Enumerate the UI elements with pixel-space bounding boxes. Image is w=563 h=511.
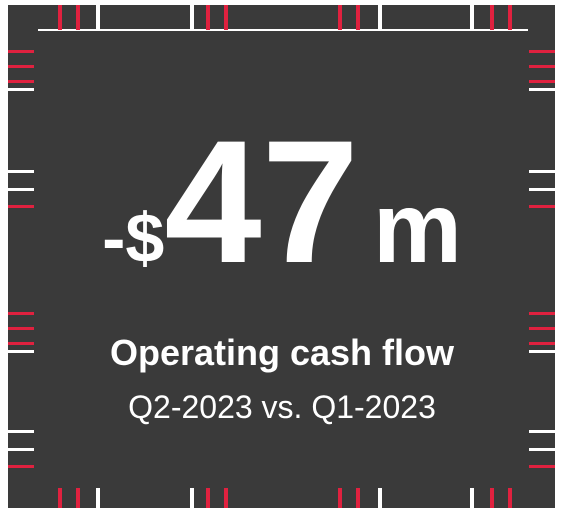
kpi-period: Q2-2023 vs. Q1-2023	[128, 389, 436, 425]
edge-tick	[8, 312, 34, 315]
edge-tick	[8, 430, 34, 433]
card-background	[8, 5, 555, 508]
edge-tick	[8, 342, 34, 345]
edge-tick	[8, 65, 34, 68]
edge-tick	[8, 50, 34, 53]
kpi-value: 47	[164, 105, 359, 300]
edge-tick	[529, 50, 555, 53]
edge-tick	[338, 5, 342, 30]
edge-tick	[529, 430, 555, 433]
kpi-unit: m	[373, 172, 462, 284]
edge-tick	[529, 65, 555, 68]
edge-tick	[190, 488, 194, 508]
edge-tick	[8, 188, 34, 191]
edge-tick	[96, 5, 100, 30]
edge-tick	[490, 5, 494, 30]
edge-tick	[76, 5, 80, 30]
edge-tick	[529, 80, 555, 83]
edge-tick	[8, 80, 34, 83]
edge-tick	[338, 488, 342, 508]
edge-tick	[529, 342, 555, 345]
edge-tick	[96, 488, 100, 508]
edge-tick	[529, 312, 555, 315]
edge-tick	[529, 205, 555, 208]
kpi-prefix: -$	[102, 199, 164, 277]
edge-tick	[224, 488, 228, 508]
edge-tick	[508, 5, 512, 30]
edge-tick	[490, 488, 494, 508]
edge-tick	[206, 488, 210, 508]
edge-tick	[8, 448, 34, 451]
edge-tick	[470, 488, 474, 508]
edge-tick	[190, 5, 194, 30]
edge-tick	[529, 327, 555, 330]
edge-tick	[378, 488, 382, 508]
edge-tick	[529, 88, 555, 91]
edge-tick	[8, 205, 34, 208]
edge-tick	[58, 488, 62, 508]
edge-tick	[224, 5, 228, 30]
edge-tick	[529, 465, 555, 468]
edge-tick	[76, 488, 80, 508]
edge-tick	[529, 350, 555, 353]
edge-tick	[529, 170, 555, 173]
edge-tick	[470, 5, 474, 30]
edge-tick	[206, 5, 210, 30]
kpi-figure: -$47 m	[102, 105, 462, 300]
edge-tick	[529, 448, 555, 451]
edge-tick	[8, 350, 34, 353]
edge-tick	[8, 465, 34, 468]
kpi-label: Operating cash flow	[110, 332, 455, 373]
edge-tick	[508, 488, 512, 508]
edge-tick	[529, 188, 555, 191]
edge-tick	[58, 5, 62, 30]
edge-ticks	[8, 5, 555, 508]
edge-tick	[8, 88, 34, 91]
edge-tick	[356, 488, 360, 508]
edge-tick	[8, 170, 34, 173]
edge-tick	[8, 327, 34, 330]
edge-tick	[378, 5, 382, 30]
edge-tick	[356, 5, 360, 30]
